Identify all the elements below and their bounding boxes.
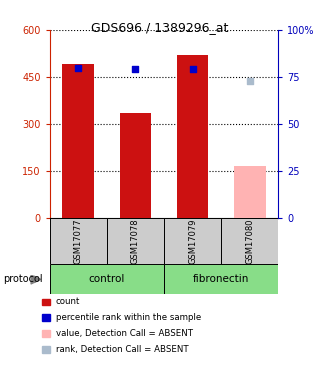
- Text: count: count: [56, 297, 80, 306]
- Bar: [177, 55, 208, 217]
- Bar: [50, 217, 107, 264]
- Text: value, Detection Call = ABSENT: value, Detection Call = ABSENT: [56, 329, 193, 338]
- Bar: [221, 217, 278, 264]
- Text: GSM17077: GSM17077: [74, 218, 83, 264]
- Text: percentile rank within the sample: percentile rank within the sample: [56, 313, 201, 322]
- Bar: [62, 64, 94, 218]
- Text: GSM17079: GSM17079: [188, 218, 197, 264]
- Text: GSM17078: GSM17078: [131, 218, 140, 264]
- Bar: [50, 264, 164, 294]
- Text: protocol: protocol: [3, 274, 43, 284]
- Bar: [164, 217, 221, 264]
- Point: [33, 276, 38, 282]
- Text: control: control: [89, 274, 125, 284]
- Bar: [164, 264, 278, 294]
- Text: GSM17080: GSM17080: [245, 218, 254, 264]
- Text: GDS696 / 1389296_at: GDS696 / 1389296_at: [91, 21, 229, 34]
- Text: fibronectin: fibronectin: [193, 274, 249, 284]
- Bar: [120, 113, 151, 218]
- Bar: [234, 166, 266, 218]
- Point: [190, 66, 195, 72]
- Bar: [107, 217, 164, 264]
- Point: [76, 64, 81, 70]
- Point: [247, 78, 252, 84]
- Text: rank, Detection Call = ABSENT: rank, Detection Call = ABSENT: [56, 345, 188, 354]
- Point: [133, 66, 138, 72]
